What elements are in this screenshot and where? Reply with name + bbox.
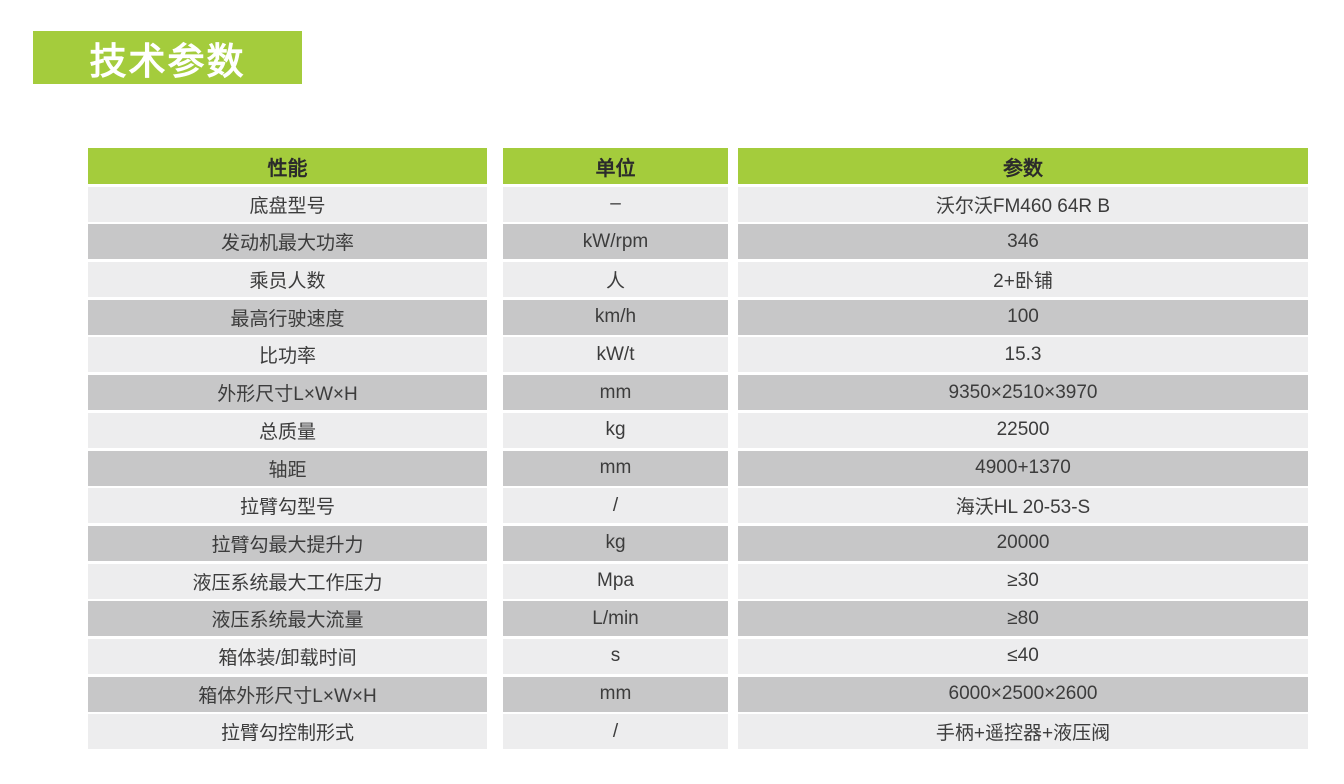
row-unit-cell: mm: [503, 375, 728, 411]
row-performance-cell: 发动机最大功率: [88, 224, 487, 260]
row-unit-cell: 人: [503, 262, 728, 298]
row-performance-cell: 拉臂勾型号: [88, 488, 487, 524]
row-parameter-cell: 100: [738, 299, 1308, 335]
row-unit-cell: s: [503, 638, 728, 674]
row-performance-cell: 液压系统最大流量: [88, 601, 487, 637]
row-unit-cell: /: [503, 714, 728, 750]
row-unit-cell: –: [503, 186, 728, 222]
table-row: 总质量 kg 22500: [88, 412, 1308, 448]
row-parameter-cell: ≥30: [738, 563, 1308, 599]
row-parameter-cell: ≤40: [738, 638, 1308, 674]
table-row: 拉臂勾型号 / 海沃HL 20-53-S: [88, 488, 1308, 524]
table-row: 箱体外形尺寸L×W×H mm 6000×2500×2600: [88, 676, 1308, 712]
table-row: 最高行驶速度 km/h 100: [88, 299, 1308, 335]
row-unit-cell: kg: [503, 412, 728, 448]
table-row: 拉臂勾控制形式 / 手柄+遥控器+液压阀: [88, 714, 1308, 750]
row-unit-cell: mm: [503, 450, 728, 486]
row-performance-cell: 总质量: [88, 412, 487, 448]
table-body: 底盘型号 – 沃尔沃FM460 64R B 发动机最大功率 kW/rpm 346 乘员人数人…: [88, 186, 1308, 750]
row-performance-cell: 拉臂勾控制形式: [88, 714, 487, 750]
row-performance-cell: 底盘型号: [88, 186, 487, 222]
table-header-row: 性能 单位 参数: [88, 148, 1308, 184]
row-unit-cell: kg: [503, 525, 728, 561]
spec-table: 性能 单位 参数 底盘型号 – 沃尔沃FM460 64R B 发动机最大功率 kW/rp…: [88, 148, 1308, 752]
column-header-performance: 性能: [88, 148, 487, 184]
section-title-badge: 技术参数: [33, 31, 302, 84]
row-performance-cell: 拉臂勾最大提升力: [88, 525, 487, 561]
table-row: 液压系统最大工作压力 Mpa ≥30: [88, 563, 1308, 599]
table-row: 比功率 kW/t 15.3: [88, 337, 1308, 373]
row-performance-cell: 外形尺寸L×W×H: [88, 375, 487, 411]
row-unit-cell: kW/rpm: [503, 224, 728, 260]
table-row: 底盘型号 – 沃尔沃FM460 64R B: [88, 186, 1308, 222]
row-parameter-cell: 6000×2500×2600: [738, 676, 1308, 712]
row-parameter-cell: 手柄+遥控器+液压阀: [738, 714, 1308, 750]
table-row: 液压系统最大流量 L/min ≥80: [88, 601, 1308, 637]
table-row: 乘员人数人 2+卧铺: [88, 262, 1308, 298]
row-performance-cell: 最高行驶速度: [88, 299, 487, 335]
row-parameter-cell: 22500: [738, 412, 1308, 448]
row-unit-cell: Mpa: [503, 563, 728, 599]
row-unit-cell: mm: [503, 676, 728, 712]
row-performance-cell: 乘员人数: [88, 262, 487, 298]
row-unit-cell: L/min: [503, 601, 728, 637]
row-parameter-cell: 15.3: [738, 337, 1308, 373]
row-parameter-cell: 海沃HL 20-53-S: [738, 488, 1308, 524]
row-parameter-cell: 9350×2510×3970: [738, 375, 1308, 411]
table-row: 箱体装/卸载时间 s ≤40: [88, 638, 1308, 674]
column-header-parameter: 参数: [738, 148, 1308, 184]
row-performance-cell: 液压系统最大工作压力: [88, 563, 487, 599]
row-parameter-cell: 4900+1370: [738, 450, 1308, 486]
row-unit-cell: km/h: [503, 299, 728, 335]
table-row: 轴距 mm 4900+1370: [88, 450, 1308, 486]
table-row: 拉臂勾最大提升力 kg 20000: [88, 525, 1308, 561]
row-parameter-cell: ≥80: [738, 601, 1308, 637]
row-parameter-cell: 2+卧铺: [738, 262, 1308, 298]
row-parameter-cell: 346: [738, 224, 1308, 260]
row-performance-cell: 箱体外形尺寸L×W×H: [88, 676, 487, 712]
row-performance-cell: 轴距: [88, 450, 487, 486]
row-parameter-cell: 沃尔沃FM460 64R B: [738, 186, 1308, 222]
row-unit-cell: /: [503, 488, 728, 524]
row-performance-cell: 比功率: [88, 337, 487, 373]
table-row: 外形尺寸L×W×H mm 9350×2510×3970: [88, 375, 1308, 411]
row-unit-cell: kW/t: [503, 337, 728, 373]
row-parameter-cell: 20000: [738, 525, 1308, 561]
table-row: 发动机最大功率 kW/rpm 346: [88, 224, 1308, 260]
column-header-unit: 单位: [503, 148, 728, 184]
row-performance-cell: 箱体装/卸载时间: [88, 638, 487, 674]
